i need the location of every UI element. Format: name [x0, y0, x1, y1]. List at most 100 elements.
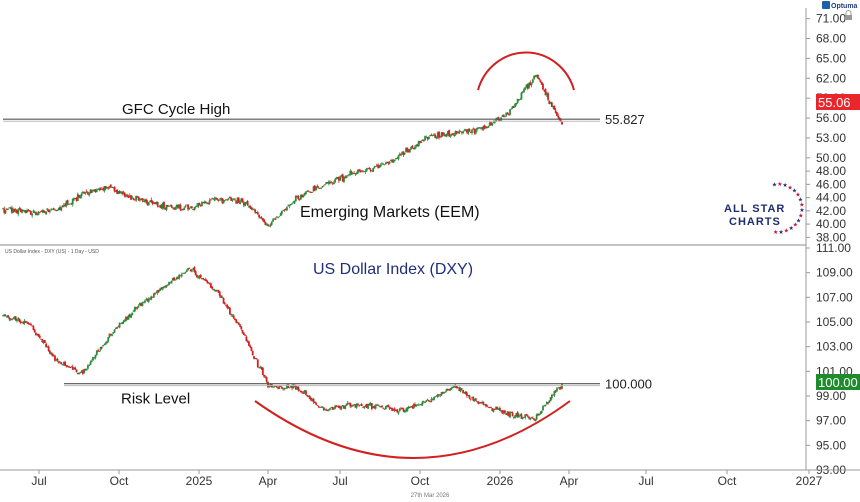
dxy-candle — [236, 321, 239, 324]
eem-candle — [557, 113, 560, 119]
eem-candle — [306, 189, 309, 192]
eem-candle-body — [231, 200, 234, 201]
eem-candle — [248, 204, 250, 208]
dxy-candle — [263, 374, 266, 378]
dxy-candle — [460, 387, 463, 391]
eem-candle — [206, 202, 208, 205]
eem-candle-body — [222, 200, 225, 204]
eem-candle-body — [459, 131, 462, 132]
dxy-candle-body — [178, 274, 181, 279]
dxy-candle — [188, 267, 191, 269]
dxy-candle — [349, 402, 352, 408]
eem-candle — [341, 173, 344, 182]
dxy-candle — [440, 391, 443, 396]
dxy-candle — [46, 345, 49, 348]
dxy-candle — [19, 320, 22, 325]
dxy-candle — [258, 367, 260, 369]
eem-candle — [21, 209, 23, 214]
eem-y-tick-label: 46.00 — [816, 177, 846, 191]
eem-candle — [17, 208, 20, 217]
eem-candle — [515, 102, 518, 106]
dxy-candle — [255, 358, 258, 360]
dxy-candle — [288, 387, 291, 389]
dxy-candle-body — [340, 406, 343, 409]
dxy-candle — [312, 397, 315, 404]
dxy-candle — [68, 365, 70, 368]
eem-candle-body — [511, 106, 514, 108]
dxy-candle-body — [395, 410, 397, 411]
eem-candle-body — [278, 216, 281, 218]
eem-candle — [60, 206, 63, 212]
eem-candle — [424, 135, 427, 141]
x-tick-label: Oct — [718, 474, 737, 488]
eem-candle-body — [369, 169, 372, 171]
eem-candle-body — [273, 218, 276, 220]
eem-candle-body — [326, 182, 329, 184]
eem-candle — [122, 190, 125, 195]
dxy-candle — [111, 334, 113, 337]
eem-candle-body — [523, 89, 525, 93]
dxy-candle-body — [376, 404, 378, 406]
eem-candle-body — [396, 158, 399, 160]
dxy-candle-body — [391, 408, 394, 411]
dxy-candle-body — [26, 322, 28, 324]
eem-candle-body — [439, 136, 442, 138]
dxy-candle — [126, 316, 129, 321]
eem-candle-body — [277, 217, 279, 218]
eem-candle-body — [178, 204, 181, 208]
dxy-candle — [222, 297, 225, 304]
eem-candle — [540, 81, 543, 86]
eem-candle-body — [556, 112, 558, 116]
dxy-candle — [207, 281, 210, 284]
dxy-candle — [466, 391, 468, 399]
dxy-candle — [378, 405, 381, 408]
eem-candle-body — [156, 201, 159, 207]
eem-candle-body — [537, 74, 539, 79]
eem-candle-body — [377, 165, 380, 169]
eem-candle-body — [358, 169, 361, 171]
eem-candle — [98, 187, 101, 192]
dxy-candle-body — [275, 386, 278, 388]
eem-candle-body — [483, 125, 486, 129]
eem-candle — [336, 176, 339, 179]
eem-y-tick-label: 38.00 — [816, 230, 846, 244]
eem-candle-body — [154, 202, 157, 204]
dxy-candle-body — [255, 358, 258, 360]
eem-candle — [85, 189, 88, 193]
eem-candle-body — [52, 208, 55, 210]
eem-candle-body — [405, 147, 407, 153]
dxy-candle — [32, 324, 35, 331]
eem-candle-body — [376, 164, 378, 166]
eem-candle — [335, 176, 338, 180]
dxy-candle-body — [180, 274, 183, 277]
dxy-candle — [434, 396, 437, 398]
dxy-candle — [213, 288, 216, 292]
dxy-candle — [482, 401, 485, 406]
dxy-candle — [353, 403, 356, 406]
dxy-candle — [168, 281, 170, 286]
eem-candle — [42, 209, 45, 213]
eem-candle-body — [185, 204, 188, 206]
dxy-candle — [398, 407, 401, 412]
eem-candle-body — [106, 187, 108, 189]
eem-candle — [504, 115, 506, 118]
eem-candle — [548, 100, 551, 105]
dxy-candle — [388, 406, 391, 410]
dxy-candle-body — [360, 404, 363, 406]
eem-candle — [466, 129, 468, 134]
dxy-candle-body — [343, 405, 345, 409]
eem-candle — [92, 189, 94, 192]
eem-candle-body — [241, 198, 244, 202]
dxy-candle-body — [327, 409, 330, 411]
dxy-candle — [518, 413, 520, 418]
dxy-candle-body — [353, 404, 356, 406]
eem-candle — [57, 207, 60, 211]
dxy-candle — [175, 276, 178, 280]
dxy-candle — [146, 298, 149, 302]
dxy-candle — [313, 401, 316, 404]
eem-candle — [288, 204, 291, 209]
eem-candle — [452, 133, 454, 136]
eem-candle — [487, 125, 490, 128]
dxy-candle-body — [382, 407, 385, 409]
dxy-candle — [54, 354, 56, 362]
